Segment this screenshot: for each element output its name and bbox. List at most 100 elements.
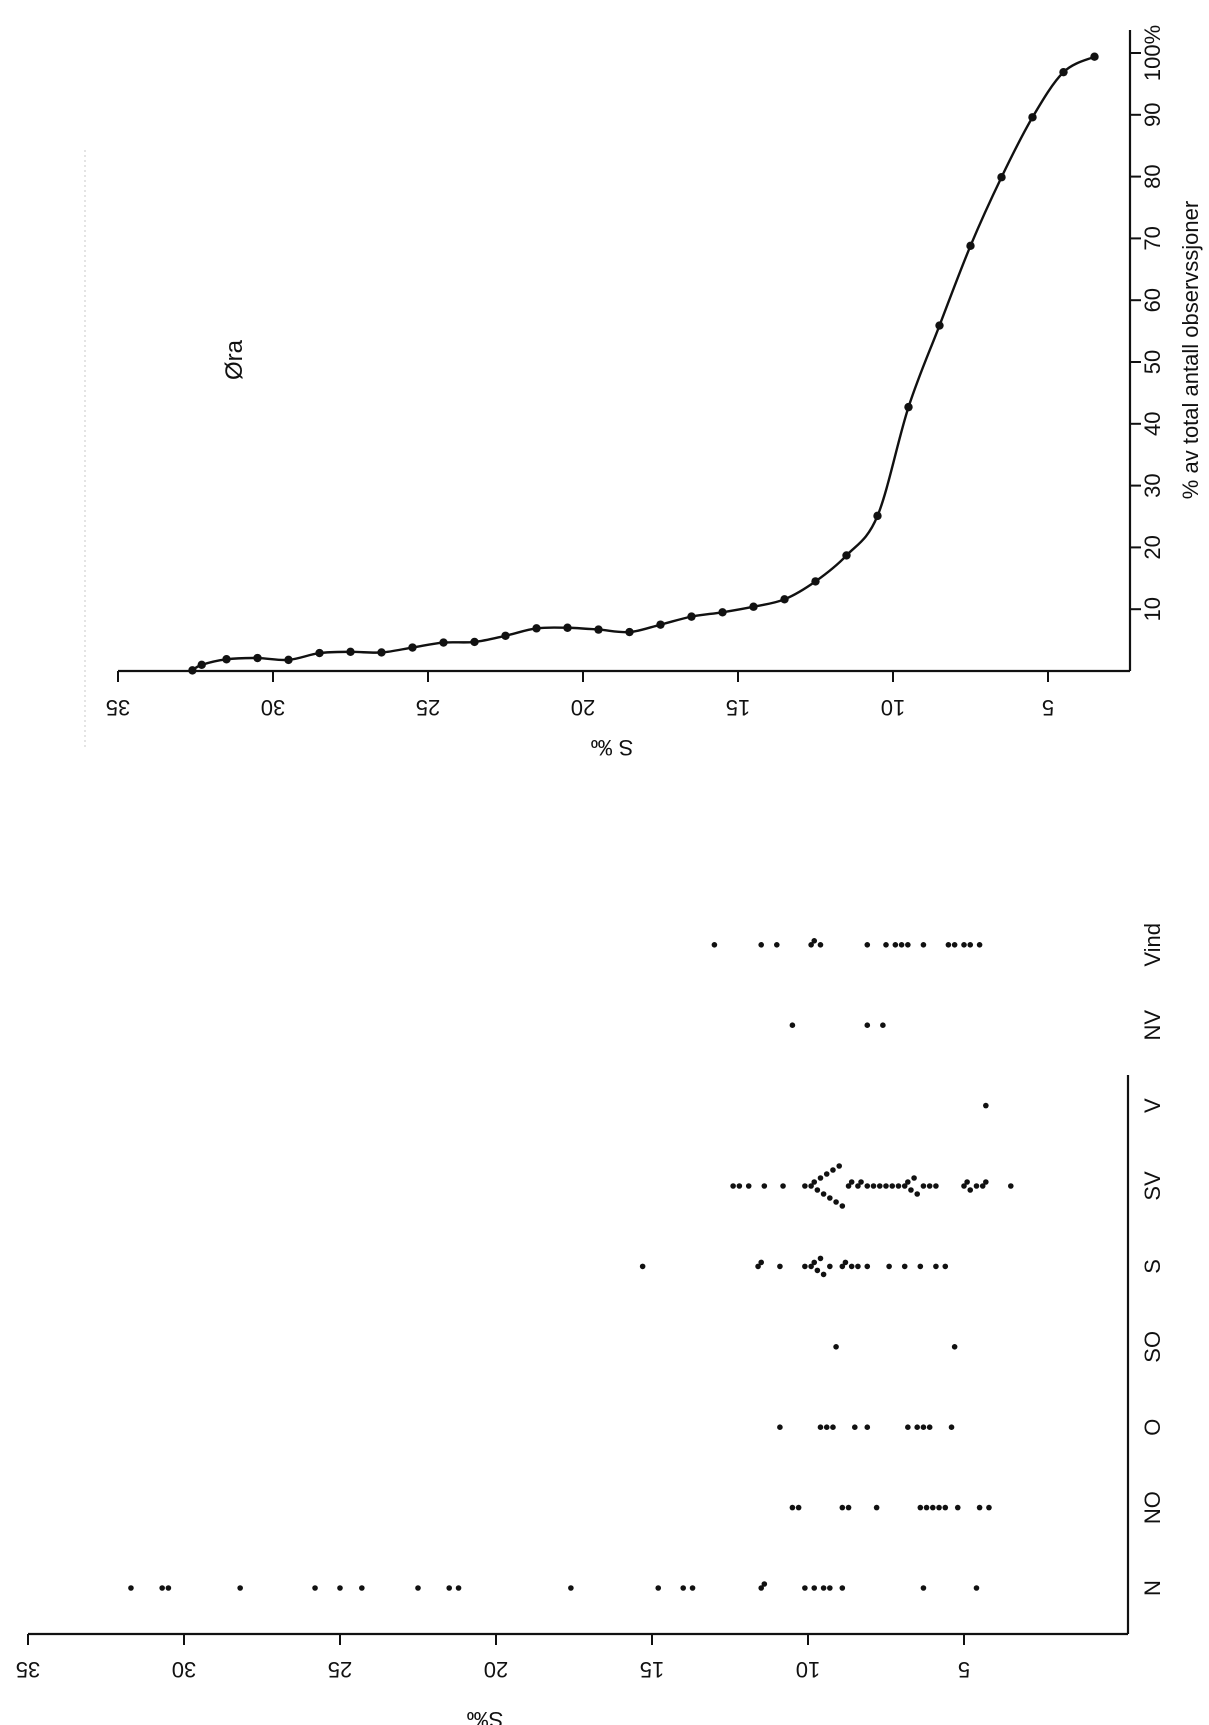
wind-scatter-point	[755, 1263, 761, 1270]
cumulative-point	[904, 402, 913, 412]
bottom-salinity-tick-label: 10	[796, 1657, 820, 1682]
wind-scatter-point	[964, 1179, 970, 1185]
bottom-salinity-tick-label: 25	[328, 1657, 352, 1682]
wind-scatter-point	[936, 1504, 942, 1511]
wind-scatter-point	[689, 1585, 696, 1591]
cumulative-curve	[191, 55, 1096, 672]
wind-scatter-point	[811, 1179, 818, 1185]
wind-scatter-point	[736, 1183, 743, 1189]
cumulative-point	[687, 612, 696, 621]
wind-scatter-point	[165, 1585, 172, 1591]
cumulative-point	[346, 647, 355, 657]
wind-direction-label: O	[1140, 1419, 1165, 1436]
cumulative-points	[188, 52, 1099, 675]
salinity-axis-label: S ‰	[591, 735, 634, 760]
wind-scatter-point	[864, 1022, 871, 1028]
cumulative-point	[842, 551, 851, 560]
wind-scatter-point	[845, 1504, 852, 1511]
wind-scatter-point	[745, 1183, 752, 1189]
wind-scatter-point	[711, 942, 718, 948]
wind-scatter-point	[942, 1504, 949, 1511]
percent-tick-label: 20	[1140, 535, 1165, 559]
cumulative-point	[1028, 113, 1037, 122]
wind-scatter-point	[833, 1199, 839, 1205]
wind-scatter-point	[901, 1183, 908, 1189]
wind-scatter-point	[777, 1424, 783, 1430]
wind-scatter-point	[973, 1585, 980, 1591]
wind-scatter-point	[895, 1183, 902, 1189]
wind-direction-label: SO	[1140, 1331, 1165, 1363]
bottom-salinity-tick-label: 15	[640, 1657, 664, 1682]
percent-tick-label: 70	[1140, 226, 1165, 250]
percent-tick-label: 40	[1140, 412, 1165, 436]
wind-scatter-point	[905, 1179, 911, 1185]
wind-scatter-point	[930, 1504, 936, 1511]
wind-scatter-point	[864, 942, 871, 948]
wind-scatter-point	[128, 1585, 134, 1591]
cumulative-point	[1090, 52, 1099, 61]
bottom-salinity-tick-label: 20	[484, 1657, 508, 1682]
wind-scatter-point	[945, 942, 952, 948]
wind-scatter-point	[839, 1504, 846, 1511]
wind-scatter-point	[870, 1183, 877, 1189]
wind-scatter-point	[827, 1585, 833, 1591]
wind-scatter-point	[774, 942, 780, 948]
wind-scatter-point	[817, 1175, 824, 1181]
wind-scatter-point	[920, 1585, 927, 1591]
bottom-salinity-tick-label: 35	[16, 1657, 40, 1682]
wind-scatter-point	[833, 1344, 839, 1350]
wind-scatter-point	[873, 1504, 880, 1511]
wind-scatter-point	[911, 1175, 917, 1181]
wind-scatter-point	[905, 1424, 911, 1430]
wind-scatter-point	[823, 1171, 830, 1177]
wind-scatter-points	[128, 938, 1014, 1591]
cumulative-point	[197, 660, 206, 670]
salinity-tick-label: 15	[726, 695, 750, 720]
wind-scatter-point	[864, 1424, 871, 1430]
wind-direction-scatter: 35 30 25 20 15 10 5 N NO O SO S SV V NV Vind S‰	[16, 923, 1165, 1725]
salinity-tick-label: 25	[416, 695, 440, 720]
wind-scatter-point	[920, 1183, 927, 1189]
percent-tick-label: 90	[1140, 103, 1165, 127]
wind-scatter-point	[415, 1585, 421, 1591]
wind-direction-label: N	[1140, 1580, 1165, 1596]
wind-scatter-point	[789, 1022, 796, 1028]
wind-scatter-point	[961, 1183, 967, 1189]
wind-scatter-point	[923, 1504, 930, 1511]
wind-scatter-point	[455, 1585, 462, 1591]
salinity-ticks: 35 30 25 20 15 10 5	[106, 671, 1054, 720]
wind-scatter-point	[359, 1585, 365, 1591]
wind-scatter-point	[758, 1259, 764, 1266]
bottom-salinity-tick-label: 30	[172, 1657, 196, 1682]
wind-scatter-point	[817, 1424, 824, 1430]
wind-scatter-point	[933, 1263, 939, 1270]
wind-scatter-point	[312, 1585, 318, 1591]
salinity-tick-label: 20	[571, 695, 595, 720]
wind-scatter-point	[730, 1183, 736, 1189]
wind-scatter-point	[917, 1263, 924, 1270]
wind-scatter-point	[983, 1102, 989, 1109]
wind-scatter-point	[446, 1585, 453, 1591]
wind-scatter-point	[758, 1585, 764, 1591]
wind-scatter-point	[839, 1585, 846, 1591]
wind-scatter-point	[680, 1585, 686, 1591]
salinity-tick-label: 35	[106, 695, 130, 720]
wind-scatter-point	[926, 1183, 933, 1189]
wind-scatter-point	[920, 1424, 927, 1430]
wind-scatter-point	[568, 1585, 574, 1591]
wind-scatter-point	[839, 1203, 846, 1209]
wind-scatter-point	[889, 1183, 896, 1189]
wind-scatter-point	[942, 1263, 949, 1270]
cumulative-point	[563, 623, 572, 632]
cumulative-point	[873, 511, 882, 521]
percent-ticks: 10 20 30 40 50 60 70 80 90 100%	[1130, 25, 1165, 621]
wind-scatter-point	[802, 1263, 808, 1270]
wind-scatter-point	[817, 1255, 824, 1262]
percent-tick-label: 100%	[1140, 25, 1165, 81]
wind-scatter-point	[808, 1183, 814, 1189]
wind-scatter-point	[237, 1585, 243, 1591]
wind-scatter-point	[951, 1344, 958, 1350]
wind-scatter-point	[820, 1271, 827, 1278]
cumulative-point	[935, 321, 944, 330]
